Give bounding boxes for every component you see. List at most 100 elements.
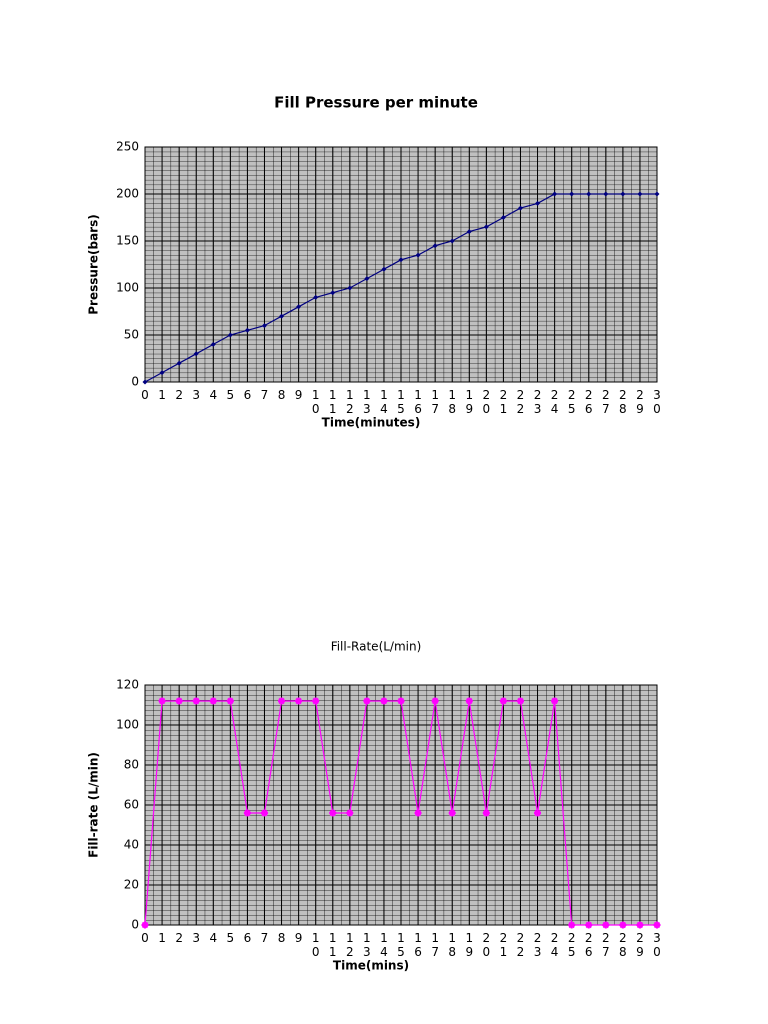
data-point xyxy=(465,697,473,705)
data-point xyxy=(346,809,354,817)
x-tick-label: 0 xyxy=(141,388,149,402)
data-point xyxy=(602,921,610,929)
data-point xyxy=(535,200,541,206)
y-tick-label: 200 xyxy=(116,187,139,201)
data-point xyxy=(585,921,593,929)
plot-border xyxy=(144,146,658,383)
data-point xyxy=(142,379,148,385)
x-tick-label: 7 xyxy=(261,931,269,945)
x-axis-label: Time(mins) xyxy=(333,959,409,973)
data-point xyxy=(329,809,337,817)
x-tick-label: 9 xyxy=(295,931,303,945)
data-point xyxy=(397,697,405,705)
data-point xyxy=(569,191,575,197)
data-point xyxy=(500,215,506,220)
x-tick-label: 8 xyxy=(278,931,286,945)
y-tick-label: 20 xyxy=(124,878,139,892)
data-point xyxy=(330,290,336,296)
plot-border xyxy=(144,684,658,926)
data-point xyxy=(551,697,559,705)
y-tick-label: 120 xyxy=(116,678,139,692)
data-point xyxy=(654,191,660,197)
x-tick-label: 4 xyxy=(209,388,217,402)
data-point xyxy=(295,697,303,705)
data-point xyxy=(193,351,199,357)
data-point xyxy=(653,921,661,929)
data-point xyxy=(279,313,285,319)
data-point xyxy=(431,697,439,705)
chart-title: Fill-Rate(L/min) xyxy=(331,640,422,654)
data-point xyxy=(260,809,268,817)
data-point xyxy=(176,360,182,366)
y-tick-label: 100 xyxy=(116,281,139,295)
y-tick-label: 80 xyxy=(124,758,139,772)
data-point xyxy=(141,921,149,929)
x-tick-label: 6 xyxy=(244,931,252,945)
x-tick-label: 5 xyxy=(227,388,235,402)
data-point xyxy=(415,252,421,258)
y-tick-label: 100 xyxy=(116,718,139,732)
data-point xyxy=(210,341,216,347)
y-tick-label: 40 xyxy=(124,838,139,852)
data-point xyxy=(568,921,576,929)
x-tick-label: 3 xyxy=(192,931,200,945)
y-tick-label: 50 xyxy=(124,328,139,342)
x-tick-label: 0 xyxy=(141,931,149,945)
y-axis-label: Fill-rate (L/min) xyxy=(87,752,101,858)
data-point xyxy=(517,205,523,211)
data-point xyxy=(449,238,455,244)
data-point xyxy=(364,276,370,282)
data-point xyxy=(192,697,200,705)
data-point xyxy=(363,697,371,705)
x-tick-label: 7 xyxy=(261,388,269,402)
x-tick-label: 1 xyxy=(158,388,166,402)
x-tick-label: 1 xyxy=(158,931,166,945)
data-point xyxy=(158,697,166,705)
data-point xyxy=(227,332,233,338)
y-axis-label: Pressure(bars) xyxy=(87,214,101,314)
x-tick-label: 8 xyxy=(278,388,286,402)
x-tick-label: 5 xyxy=(227,931,235,945)
data-point xyxy=(175,697,183,705)
data-point xyxy=(432,243,438,249)
x-tick-label: 2 xyxy=(175,388,183,402)
data-point xyxy=(637,191,643,197)
y-tick-label: 150 xyxy=(116,234,139,248)
data-point xyxy=(552,191,558,197)
data-point xyxy=(620,191,626,197)
data-point xyxy=(534,809,542,817)
data-point xyxy=(278,697,286,705)
data-point xyxy=(381,266,387,272)
data-point xyxy=(312,697,320,705)
data-point xyxy=(482,809,490,817)
